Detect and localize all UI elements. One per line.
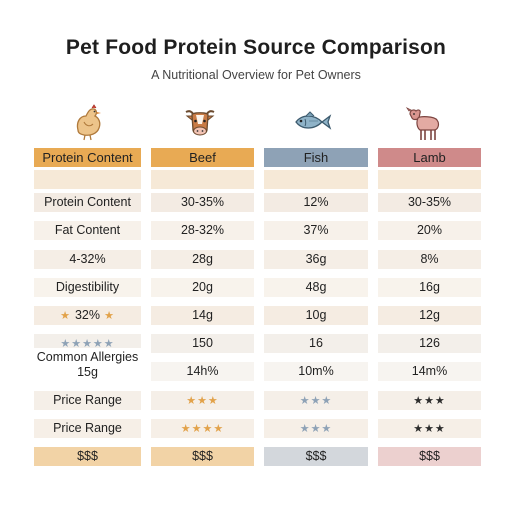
lamb-icon xyxy=(405,106,440,140)
fish-icon xyxy=(295,111,332,130)
cow-icon xyxy=(185,110,215,136)
table-cell: ★★★ xyxy=(264,419,368,438)
rating-stars: ★★★ xyxy=(413,423,446,435)
rating-stars: ★ xyxy=(60,310,75,322)
table-cell: Protein Content xyxy=(34,193,141,212)
table-cell: 28-32% xyxy=(151,221,254,240)
page-subtitle: A Nutritional Overview for Pet Owners xyxy=(151,68,361,82)
table-cell: 10g xyxy=(264,306,368,325)
rating-stars: ★★★ xyxy=(299,395,333,407)
table-cell: 12g xyxy=(378,306,481,325)
table-cell: 30-35% xyxy=(378,193,481,212)
rating-stars: ★★★★★ xyxy=(60,338,115,350)
table-cell: ★★★ xyxy=(264,391,368,410)
table-cell: 36g xyxy=(264,250,368,269)
table-cell: 12% xyxy=(264,193,368,212)
table-cell xyxy=(264,170,368,189)
table-cell: ★★★ xyxy=(378,419,481,438)
table-cell: 4-32% xyxy=(34,250,141,269)
table-cell: Common Allergies 15g xyxy=(34,348,141,384)
table-cell: Digestibility xyxy=(34,278,141,297)
table-cell: 37% xyxy=(264,221,368,240)
table-cell: 16g xyxy=(378,278,481,297)
table-cell: 48g xyxy=(264,278,368,297)
table-cell: 126 xyxy=(378,334,481,353)
table-cell: 16 xyxy=(264,334,368,353)
table-cell: 10m% xyxy=(264,362,368,381)
cell-text: 32% xyxy=(74,308,101,322)
column-header: Fish xyxy=(264,148,368,167)
column-header: Protein Content xyxy=(34,148,141,167)
rating-stars: ★ xyxy=(100,310,115,322)
table-cell: $$$ xyxy=(34,447,141,466)
table-cell xyxy=(378,170,481,189)
cell-text: 15g xyxy=(77,365,98,379)
page-title: Pet Food Protein Source Comparison xyxy=(65,36,447,59)
table-cell: Fat Content xyxy=(34,221,141,240)
table-cell: 20% xyxy=(378,221,481,240)
table-cell: 28g xyxy=(151,250,254,269)
table-cell: Price Range xyxy=(34,391,141,410)
table-cell: 8% xyxy=(378,250,481,269)
table-cell: 14g xyxy=(151,306,254,325)
table-cell: 14m% xyxy=(378,362,481,381)
rating-stars: ★★★ xyxy=(299,423,333,435)
table-cell: $$$ xyxy=(264,447,368,466)
table-cell: ★★★ xyxy=(378,391,481,410)
column-header: Lamb xyxy=(378,148,481,167)
cell-text: Common Allergies xyxy=(36,350,139,364)
rating-stars: ★★★ xyxy=(413,395,446,407)
chicken-icon xyxy=(76,104,101,141)
table-cell: ★ 32% ★ xyxy=(34,306,141,325)
table-cell: Price Range xyxy=(34,419,141,438)
table-cell: ★★★★ xyxy=(151,419,254,438)
table-cell: $$$ xyxy=(378,447,481,466)
column-header: Beef xyxy=(151,148,254,167)
rating-stars: ★★★ xyxy=(186,395,219,407)
table-cell: 14h% xyxy=(151,362,254,381)
table-cell: 20g xyxy=(151,278,254,297)
table-cell: 150 xyxy=(151,334,254,353)
table-cell: ★★★ xyxy=(151,391,254,410)
table-cell: 30-35% xyxy=(151,193,254,212)
rating-stars: ★★★★ xyxy=(180,423,225,435)
table-cell xyxy=(151,170,254,189)
table-cell xyxy=(34,170,141,189)
table-cell: $$$ xyxy=(151,447,254,466)
